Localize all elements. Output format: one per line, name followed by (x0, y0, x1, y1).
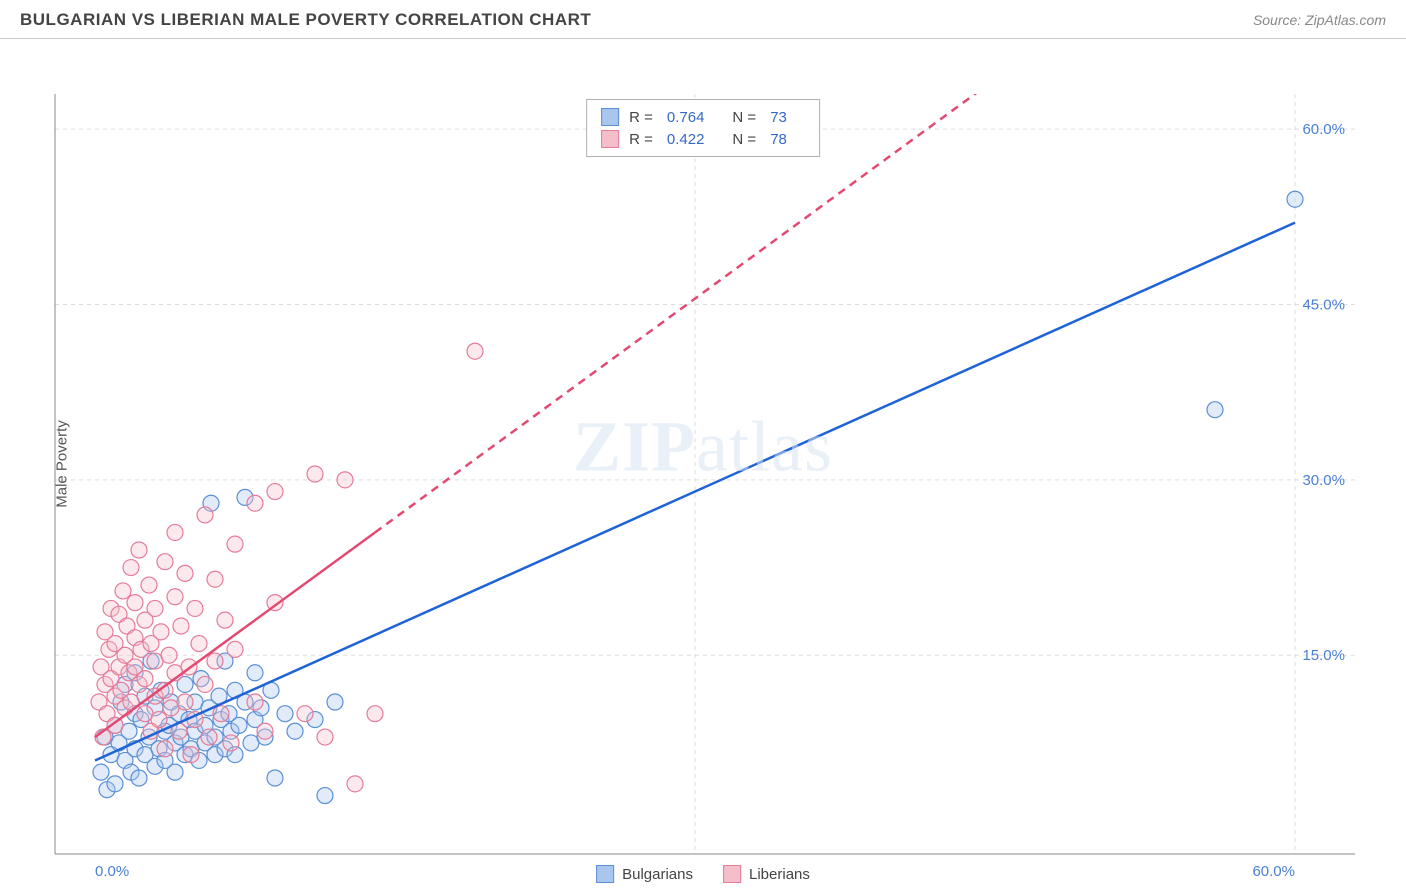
x-tick-label: 0.0% (95, 863, 129, 880)
legend-item: Liberians (723, 865, 810, 883)
n-label: N = (732, 131, 756, 148)
chart-header: BULGARIAN VS LIBERIAN MALE POVERTY CORRE… (0, 0, 1406, 39)
data-point-liberians (157, 741, 173, 757)
r-label: R = (629, 131, 653, 148)
series-legend: Bulgarians Liberians (596, 865, 810, 883)
data-point-liberians (161, 647, 177, 663)
data-point-liberians (337, 472, 353, 488)
data-point-bulgarians (231, 717, 247, 733)
data-point-liberians (223, 735, 239, 751)
data-point-bulgarians (277, 706, 293, 722)
data-point-liberians (131, 542, 147, 558)
r-value: 0.422 (667, 131, 705, 148)
data-point-liberians (141, 577, 157, 593)
data-point-liberians (197, 676, 213, 692)
data-point-liberians (247, 495, 263, 511)
chart-title: BULGARIAN VS LIBERIAN MALE POVERTY CORRE… (20, 10, 591, 30)
y-tick-label: 15.0% (1302, 647, 1345, 664)
data-point-liberians (213, 706, 229, 722)
data-point-liberians (247, 694, 263, 710)
data-point-liberians (367, 706, 383, 722)
stats-row-liberians: R = 0.422 N = 78 (601, 128, 805, 150)
data-point-bulgarians (1207, 402, 1223, 418)
data-point-bulgarians (327, 694, 343, 710)
data-point-liberians (151, 712, 167, 728)
data-point-liberians (467, 343, 483, 359)
data-point-liberians (217, 612, 233, 628)
stats-row-bulgarians: R = 0.764 N = 73 (601, 106, 805, 128)
data-point-liberians (167, 589, 183, 605)
chart-svg: 15.0% 30.0% 45.0% 60.0% 0.0% 60.0% (0, 39, 1406, 889)
r-value: 0.764 (667, 109, 705, 126)
swatch-bulgarians (601, 108, 619, 126)
swatch-liberians (601, 130, 619, 148)
stats-legend: R = 0.764 N = 73 R = 0.422 N = 78 (586, 99, 820, 157)
data-point-liberians (227, 641, 243, 657)
data-point-bulgarians (267, 770, 283, 786)
legend-label: Liberians (749, 866, 810, 883)
x-tick-label: 60.0% (1252, 863, 1295, 880)
data-point-liberians (297, 706, 313, 722)
data-point-liberians (177, 694, 193, 710)
data-point-liberians (317, 729, 333, 745)
data-point-liberians (173, 618, 189, 634)
data-point-liberians (307, 466, 323, 482)
data-point-liberians (187, 600, 203, 616)
data-point-bulgarians (93, 764, 109, 780)
data-point-liberians (153, 624, 169, 640)
n-value: 73 (770, 109, 787, 126)
data-point-bulgarians (317, 788, 333, 804)
data-point-liberians (115, 583, 131, 599)
data-point-liberians (177, 565, 193, 581)
data-point-liberians (127, 595, 143, 611)
data-point-bulgarians (247, 665, 263, 681)
data-point-bulgarians (131, 770, 147, 786)
data-point-liberians (191, 636, 207, 652)
data-point-liberians (137, 671, 153, 687)
y-axis-label: Male Poverty (53, 420, 70, 508)
data-point-liberians (167, 524, 183, 540)
y-tick-label: 60.0% (1302, 121, 1345, 138)
data-point-liberians (207, 653, 223, 669)
data-point-bulgarians (287, 723, 303, 739)
data-point-liberians (227, 536, 243, 552)
data-point-bulgarians (107, 776, 123, 792)
y-tick-label: 45.0% (1302, 296, 1345, 313)
data-point-liberians (257, 723, 273, 739)
legend-label: Bulgarians (622, 866, 693, 883)
data-point-bulgarians (1287, 191, 1303, 207)
r-label: R = (629, 109, 653, 126)
legend-swatch (723, 865, 741, 883)
n-label: N = (732, 109, 756, 126)
legend-swatch (596, 865, 614, 883)
y-tick-label: 30.0% (1302, 472, 1345, 489)
chart-container: Male Poverty ZIPatlas 15.0%30.0%45.0%60.… (0, 39, 1406, 889)
data-point-bulgarians (167, 764, 183, 780)
chart-source: Source: ZipAtlas.com (1253, 12, 1386, 28)
data-point-liberians (267, 484, 283, 500)
data-point-liberians (197, 507, 213, 523)
data-point-liberians (123, 560, 139, 576)
n-value: 78 (770, 131, 787, 148)
data-point-liberians (347, 776, 363, 792)
data-point-liberians (201, 729, 217, 745)
data-point-liberians (183, 747, 199, 763)
data-point-liberians (207, 571, 223, 587)
legend-item: Bulgarians (596, 865, 693, 883)
data-point-liberians (157, 554, 173, 570)
data-point-liberians (147, 600, 163, 616)
